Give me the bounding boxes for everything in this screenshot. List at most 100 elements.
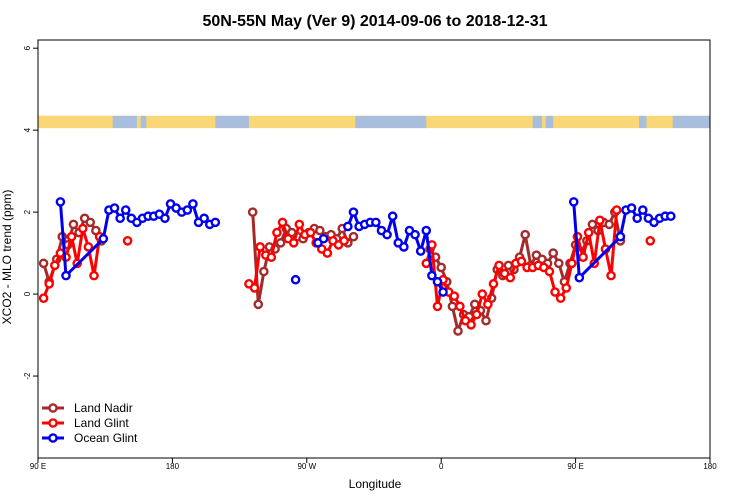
y-tick-label: 6 <box>23 45 32 50</box>
legend-label: Land Glint <box>74 416 129 430</box>
ocean-span <box>672 115 710 129</box>
x-tick-label: 90 W <box>297 462 316 471</box>
data-point <box>488 279 499 289</box>
plot-frame <box>37 39 711 459</box>
data-point <box>399 242 409 252</box>
legend-swatch-marker <box>48 433 58 443</box>
data-point <box>210 217 221 228</box>
data-point <box>561 283 572 293</box>
data-point <box>505 272 516 283</box>
data-point <box>568 197 579 207</box>
land-ocean-band <box>38 115 710 129</box>
ocean-span <box>140 115 147 129</box>
ocean-span <box>129 115 137 129</box>
data-point <box>120 205 131 215</box>
data-point <box>122 236 133 246</box>
data-point <box>305 227 316 238</box>
legend-swatch-marker <box>48 403 58 413</box>
data-point <box>294 219 305 230</box>
data-point <box>438 287 448 297</box>
data-point <box>55 197 66 207</box>
data-point <box>89 270 99 281</box>
ocean-span <box>545 115 554 129</box>
legend-item: Ocean Glint <box>42 431 138 445</box>
data-point <box>182 205 193 215</box>
data-point <box>604 219 615 230</box>
data-point <box>410 229 420 240</box>
land-band-segment <box>38 115 113 129</box>
data-point <box>626 203 637 213</box>
data-point <box>494 260 504 271</box>
chart-title: 50N-55N May (Ver 9) 2014-09-06 to 2018-1… <box>202 13 547 30</box>
legend-label: Land Nadir <box>74 401 133 415</box>
data-point <box>348 207 359 217</box>
data-point <box>160 213 170 224</box>
data-point <box>544 266 555 277</box>
data-point <box>574 272 585 283</box>
data-point <box>288 238 299 248</box>
data-point <box>44 279 55 289</box>
data-point <box>272 227 282 238</box>
y-tick-label: 2 <box>23 209 32 214</box>
data-point <box>371 217 381 228</box>
data-point <box>583 227 594 238</box>
data-point <box>481 315 491 326</box>
axes: 90 E 180 90 W 0 90 E 180 -2 0 2 4 6 <box>23 39 717 471</box>
data-point <box>387 211 398 222</box>
data-point <box>567 258 577 269</box>
ocean-span <box>355 115 427 129</box>
data-point <box>66 231 77 242</box>
data-point <box>38 293 49 303</box>
x-axis-label: Longitude <box>349 477 402 491</box>
data-point <box>555 293 566 303</box>
x-tick-label: 0 <box>439 462 444 471</box>
legend-label: Ocean Glint <box>74 431 138 445</box>
series-land-nadir <box>38 207 626 336</box>
y-tick-label: 4 <box>23 127 32 132</box>
data-point <box>615 231 626 242</box>
data-point <box>436 262 447 273</box>
data-point <box>449 291 460 301</box>
data-point <box>188 199 198 209</box>
data-point <box>638 205 648 215</box>
data-point <box>98 233 109 244</box>
x-tick-label: 90 E <box>30 462 46 471</box>
data-point <box>247 207 258 217</box>
x-tick-label: 180 <box>703 462 717 471</box>
data-point <box>78 223 88 234</box>
y-axis-label: XCO2 - MLO trend (ppm) <box>0 190 14 325</box>
data-point <box>595 215 605 226</box>
data-point <box>382 229 392 240</box>
data-point <box>259 266 269 277</box>
data-point <box>266 252 277 262</box>
data-point <box>85 217 96 228</box>
data-point <box>275 238 286 248</box>
data-point <box>339 236 349 246</box>
x-tick-label: 90 E <box>567 462 583 471</box>
data-point <box>520 229 531 240</box>
data-point <box>447 301 458 312</box>
legend-item: Land Nadir <box>42 401 133 415</box>
series-ocean-glint <box>55 197 676 297</box>
data-point <box>578 252 588 262</box>
data-point <box>477 289 488 299</box>
data-point <box>318 233 329 244</box>
data-point <box>466 320 476 330</box>
data-point <box>632 213 643 224</box>
data-point <box>483 299 493 310</box>
legend-item: Land Glint <box>42 416 129 430</box>
data-point <box>253 299 264 310</box>
data-point <box>38 258 49 269</box>
ocean-span <box>112 115 130 129</box>
data-point <box>343 221 353 232</box>
y-tick-label: -2 <box>23 372 32 380</box>
data-point <box>61 270 71 281</box>
data-point <box>315 225 325 236</box>
data-point <box>322 248 333 258</box>
ocean-span <box>639 115 647 129</box>
data-point <box>516 256 527 267</box>
data-point <box>348 231 359 242</box>
data-point <box>427 270 437 281</box>
data-point <box>471 309 482 320</box>
